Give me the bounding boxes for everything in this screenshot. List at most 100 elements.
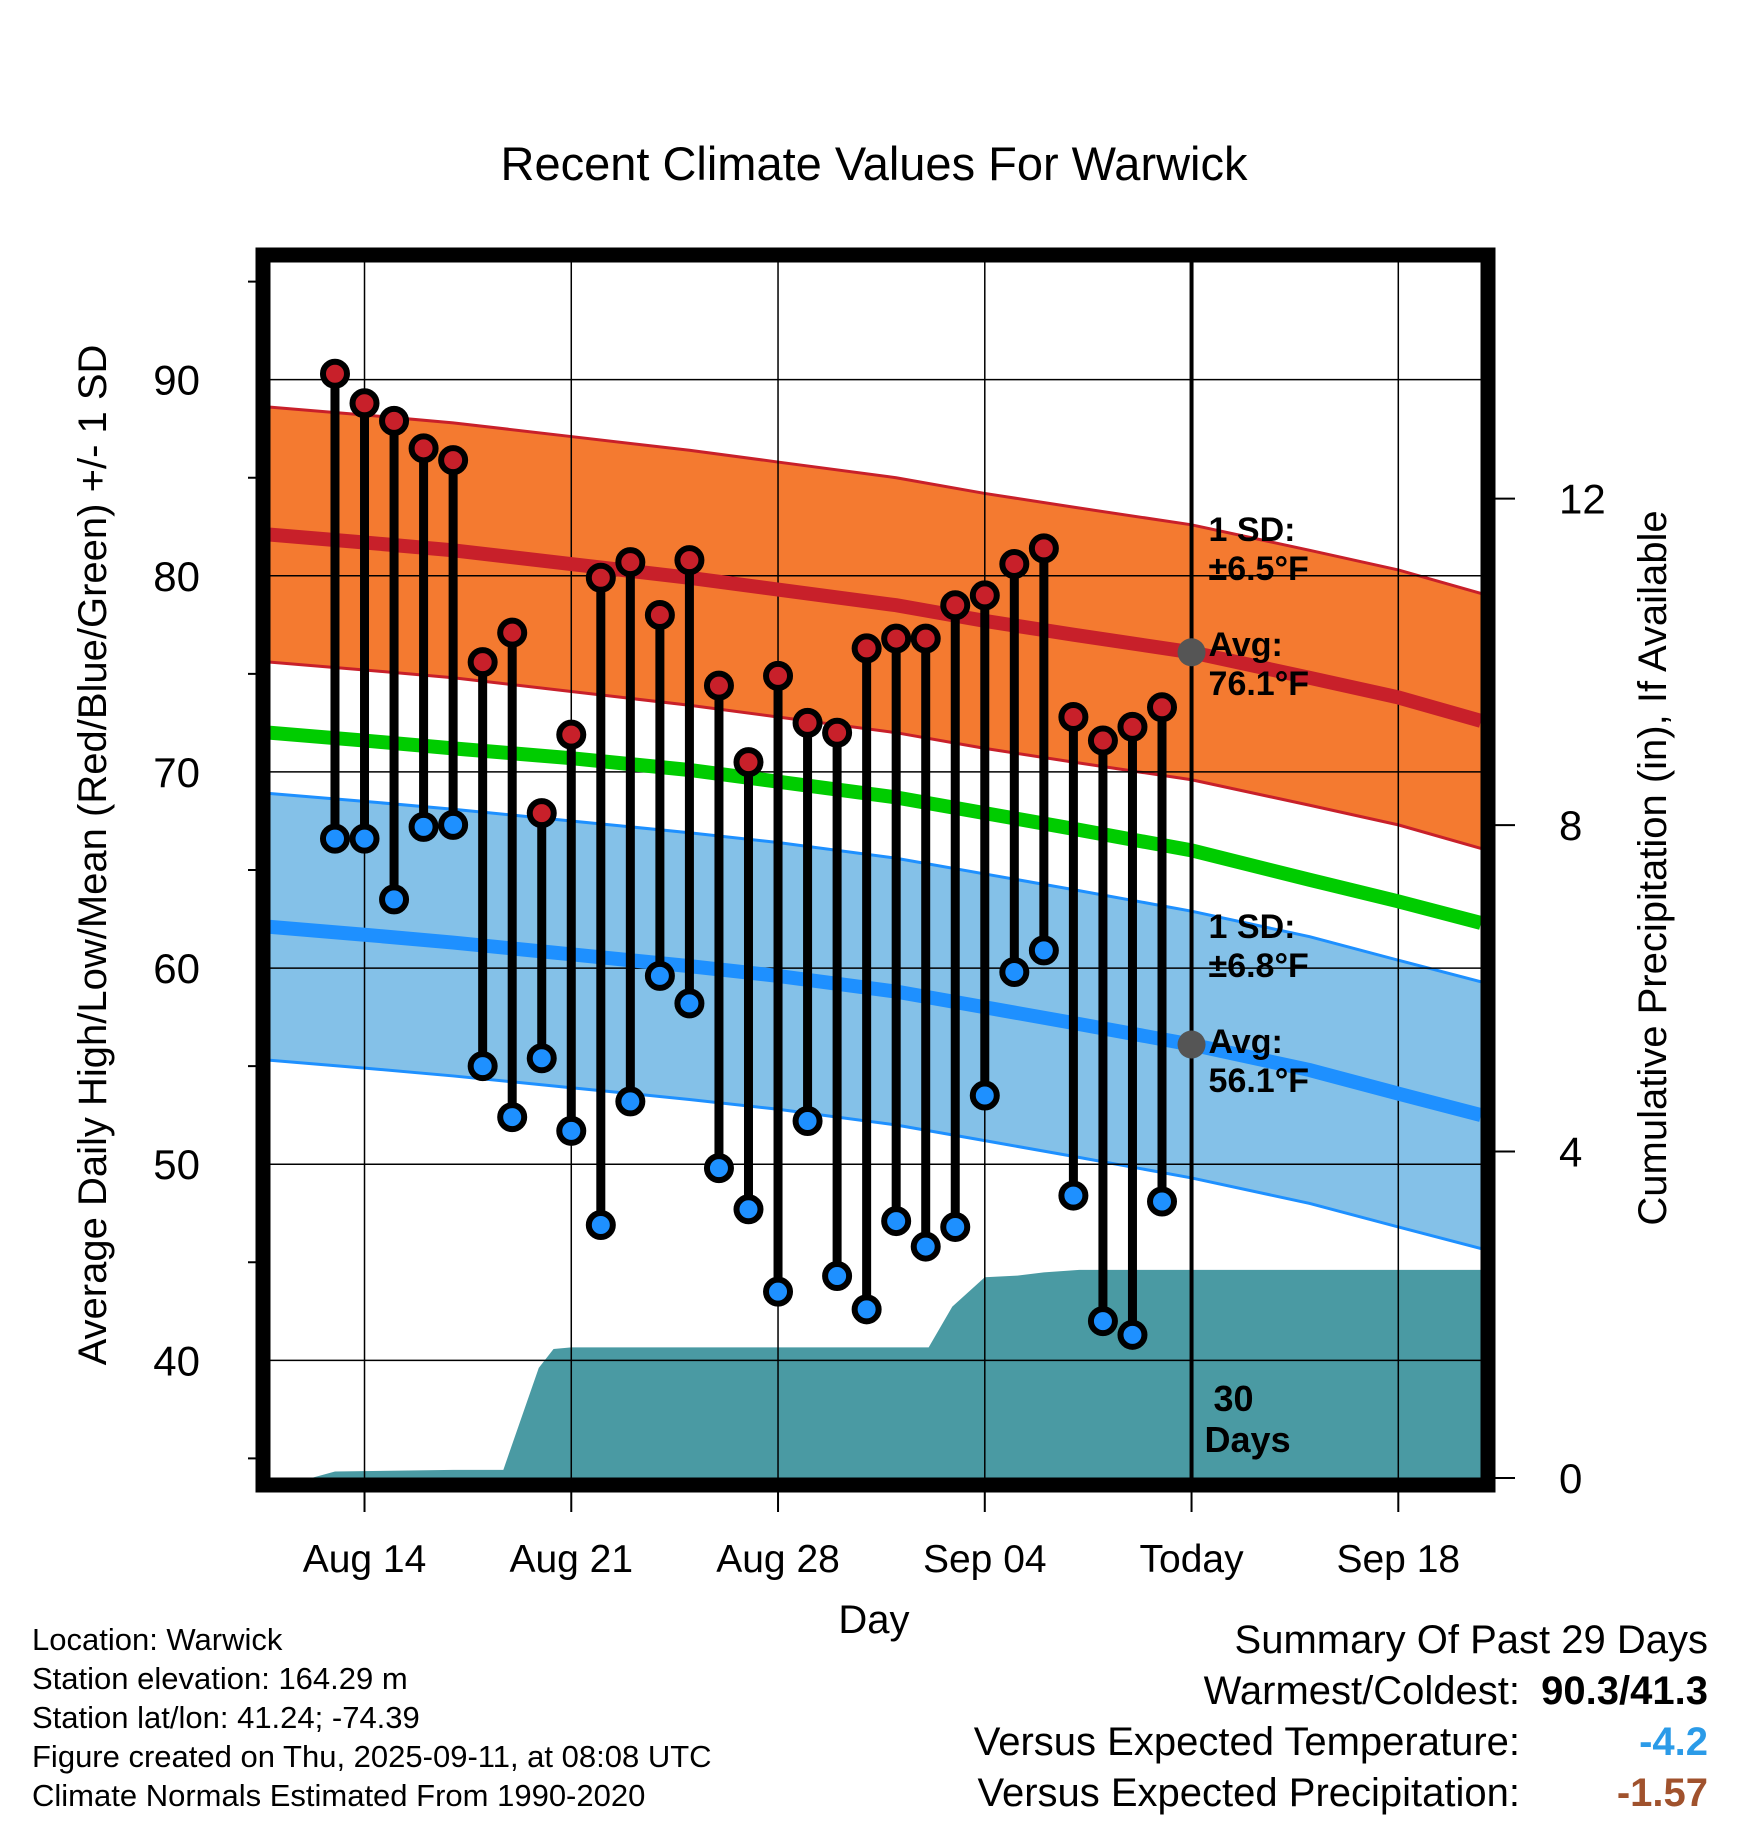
summary-panel: Summary Of Past 29 Days Warmest/Coldest:… bbox=[974, 1615, 1708, 1819]
daily-low-point bbox=[999, 956, 1030, 987]
daily-high-point bbox=[851, 633, 882, 664]
x-tick-label: Sep 18 bbox=[1336, 1538, 1460, 1581]
daily-high-point bbox=[379, 405, 410, 436]
y-tick-label: 50 bbox=[153, 1141, 200, 1188]
daily-low-point bbox=[1147, 1186, 1178, 1217]
daily-high-point bbox=[497, 617, 528, 648]
plot-frame bbox=[255, 247, 1496, 1493]
daily-high-point bbox=[467, 647, 498, 678]
daily-high-point bbox=[999, 549, 1030, 580]
high-avg-value: 76.1°F bbox=[1209, 665, 1310, 703]
x-axis-label: Day bbox=[838, 1598, 909, 1642]
warm-cold-row: Warmest/Coldest: 90.3/41.3 bbox=[974, 1666, 1708, 1717]
daily-high-point bbox=[940, 590, 971, 621]
daily-high-point bbox=[438, 445, 469, 476]
precip-cumulative-area bbox=[270, 1269, 1481, 1478]
daily-high-point bbox=[969, 580, 1000, 611]
daily-low-point bbox=[1087, 1306, 1118, 1337]
daily-low-point bbox=[526, 1043, 557, 1074]
x-tick-label: Aug 28 bbox=[716, 1538, 840, 1581]
low-sd-value: ±6.8°F bbox=[1209, 947, 1309, 985]
y-tick-label: 40 bbox=[153, 1337, 200, 1384]
daily-low-point bbox=[408, 811, 439, 842]
daily-low-point bbox=[910, 1231, 941, 1262]
location-line: Location: Warwick bbox=[32, 1622, 283, 1657]
y-tick-label: 70 bbox=[153, 749, 200, 796]
daily-low-point bbox=[615, 1086, 646, 1117]
daily-low-point bbox=[467, 1051, 498, 1082]
x-tick-label: Today bbox=[1140, 1538, 1245, 1581]
daily-high-point bbox=[1147, 692, 1178, 723]
lat-lon-line: Station lat/lon: 41.24; -74.39 bbox=[32, 1700, 420, 1735]
high-avg-label: Avg: bbox=[1209, 626, 1283, 664]
daily-low-point bbox=[379, 884, 410, 915]
normals-line: Climate Normals Estimated From 1990-2020 bbox=[32, 1778, 646, 1813]
y-axis-label-left: Average Daily High/Low/Mean (Red/Blue/Gr… bbox=[71, 345, 115, 1366]
y-tick-label: 60 bbox=[153, 945, 200, 992]
daily-high-point bbox=[733, 747, 764, 778]
high-sd-band bbox=[270, 407, 1481, 849]
daily-low-point bbox=[969, 1080, 1000, 1111]
window-label-number: 30 bbox=[1214, 1378, 1254, 1419]
daily-high-point bbox=[585, 562, 616, 593]
daily-low-point bbox=[556, 1115, 587, 1146]
daily-high-point bbox=[1117, 711, 1148, 742]
daily-low-point bbox=[349, 823, 380, 854]
daily-low-point bbox=[319, 823, 350, 854]
daily-low-point bbox=[733, 1194, 764, 1225]
daily-high-point bbox=[319, 358, 350, 389]
daily-low-point bbox=[644, 960, 675, 991]
today-high-avg-marker bbox=[1177, 638, 1206, 667]
x-tick-label: Aug 21 bbox=[509, 1538, 633, 1581]
daily-high-point bbox=[881, 623, 912, 654]
low-sd-band bbox=[270, 793, 1481, 1249]
precip-anomaly-row: Versus Expected Precipitation: -1.57 bbox=[974, 1768, 1708, 1819]
daily-low-point bbox=[792, 1106, 823, 1137]
y2-tick-label: 12 bbox=[1559, 476, 1606, 523]
elevation-line: Station elevation: 164.29 m bbox=[32, 1661, 408, 1696]
high-band-upper-edge bbox=[270, 405, 1481, 595]
daily-high-point bbox=[526, 798, 557, 829]
daily-low-point bbox=[1117, 1319, 1148, 1350]
daily-high-point bbox=[1058, 702, 1089, 733]
y-tick-label: 80 bbox=[153, 553, 200, 600]
daily-high-point bbox=[408, 433, 439, 464]
warm-cold-label: Warmest/Coldest: bbox=[1203, 1669, 1520, 1713]
daily-high-point bbox=[910, 623, 941, 654]
daily-high-point bbox=[822, 717, 853, 748]
daily-low-point bbox=[674, 988, 705, 1019]
high-sd-value: ±6.5°F bbox=[1209, 550, 1309, 588]
daily-high-point bbox=[792, 707, 823, 738]
low-sd-label: 1 SD: bbox=[1209, 908, 1296, 946]
daily-low-point bbox=[1028, 935, 1059, 966]
created-line: Figure created on Thu, 2025-09-11, at 08… bbox=[32, 1739, 712, 1774]
daily-high-point bbox=[763, 660, 794, 691]
chart-title: Recent Climate Values For Warwick bbox=[501, 137, 1248, 190]
low-avg-value: 56.1°F bbox=[1209, 1062, 1310, 1100]
daily-low-point bbox=[497, 1102, 528, 1133]
daily-low-point bbox=[703, 1153, 734, 1184]
y2-tick-label: 4 bbox=[1559, 1129, 1582, 1176]
daily-low-point bbox=[1058, 1180, 1089, 1211]
daily-high-point bbox=[1087, 725, 1118, 756]
high-sd-label: 1 SD: bbox=[1209, 511, 1296, 549]
station-info: Location: Warwick Station elevation: 164… bbox=[32, 1620, 712, 1815]
daily-low-point bbox=[851, 1294, 882, 1325]
y2-tick-label: 0 bbox=[1559, 1455, 1582, 1502]
temp-anomaly-label: Versus Expected Temperature: bbox=[973, 1720, 1520, 1764]
daily-high-point bbox=[1028, 533, 1059, 564]
daily-low-point bbox=[438, 809, 469, 840]
y-tick-label: 90 bbox=[153, 357, 200, 404]
summary-heading: Summary Of Past 29 Days bbox=[1234, 1618, 1708, 1662]
daily-low-point bbox=[822, 1260, 853, 1291]
daily-high-point bbox=[556, 719, 587, 750]
daily-high-point bbox=[674, 545, 705, 576]
y-axis-label-right: Cumulative Precipitation (in), If Availa… bbox=[1631, 510, 1675, 1225]
precip-anomaly-value: -1.57 bbox=[1616, 1771, 1708, 1815]
daily-low-point bbox=[585, 1209, 616, 1240]
y2-tick-label: 8 bbox=[1559, 802, 1582, 849]
precip-anomaly-label: Versus Expected Precipitation: bbox=[977, 1771, 1520, 1815]
x-tick-label: Aug 14 bbox=[303, 1538, 427, 1581]
